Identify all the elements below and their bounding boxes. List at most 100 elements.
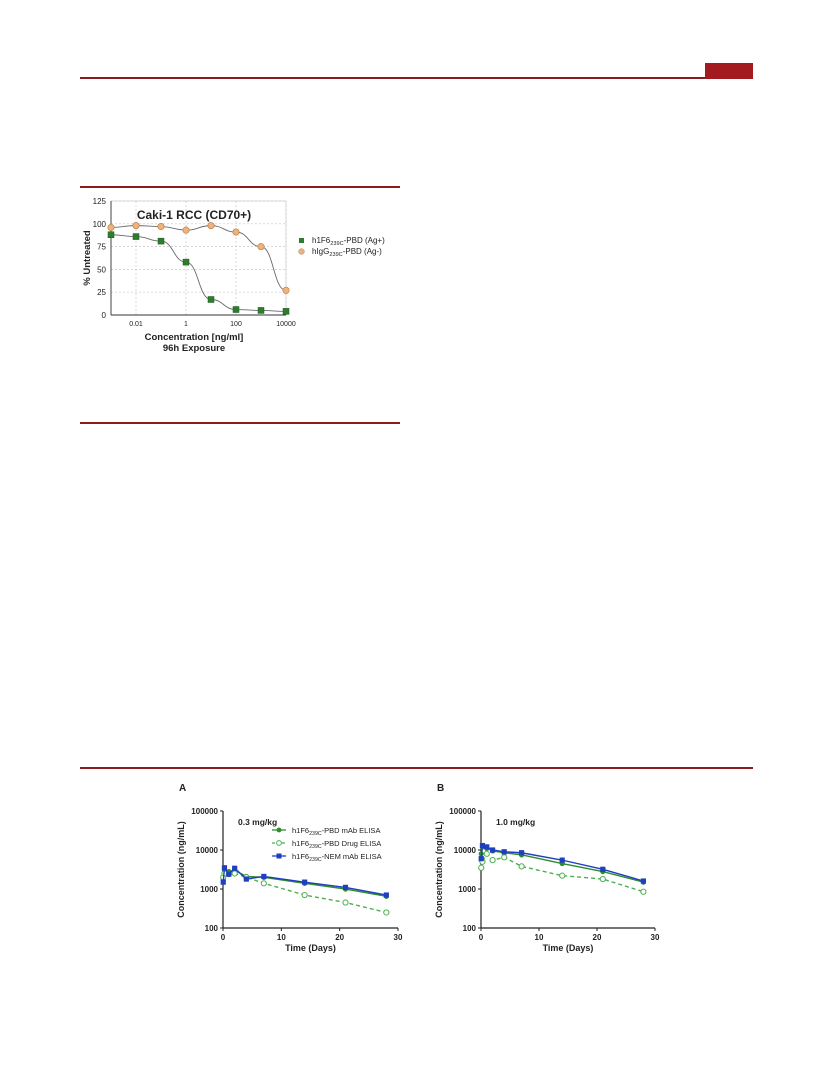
y-axis-label: % Untreated: [82, 230, 93, 286]
pk-panel-b: B 100 1000 10000 100000 0 10 20 30 Time (Days) Con…: [434, 783, 660, 953]
data-point-open-circle: [518, 863, 525, 870]
data-point-square: [302, 879, 308, 885]
data-point-open-circle: [501, 854, 508, 861]
dose-response-grid: [110, 200, 287, 316]
data-point-square: [157, 237, 165, 245]
data-point-circle: [107, 223, 115, 231]
chart-title: Caki-1 RCC (CD70+): [137, 208, 251, 222]
y-tick-label: 75: [97, 243, 106, 252]
y-tick-label: 50: [97, 265, 106, 274]
x-tick-label: 20: [593, 933, 602, 942]
data-point-open-circle: [342, 899, 349, 906]
y-tick-label: 100: [463, 924, 477, 933]
data-point-open-circle: [478, 864, 485, 871]
legend-marker-square: [299, 238, 304, 243]
data-point-open-circle: [260, 880, 267, 887]
figure1-top-rule: [80, 186, 400, 188]
x-tick-label: 30: [651, 933, 660, 942]
header-tab: [705, 63, 753, 79]
x-tick-label: 0: [221, 933, 226, 942]
x-axis-label-2: 96h Exposure: [163, 343, 225, 354]
legend-label: h1F6239C-PBD mAb ELISA: [292, 826, 380, 837]
data-point-open-circle: [383, 909, 390, 916]
x-tick-label: 0.01: [129, 321, 143, 328]
data-point-circle: [182, 226, 190, 234]
pk-panel-a: A 100 1000 10000 100000 0 10 20 30 Time (Days) Con…: [176, 783, 403, 953]
x-tick-label: 10000: [276, 321, 296, 328]
data-point-square: [478, 856, 484, 862]
x-axis-label: Time (Days): [543, 943, 594, 953]
data-point-open-circle: [483, 850, 490, 857]
data-point-square: [600, 866, 606, 872]
y-tick-label: 1000: [458, 885, 476, 894]
data-point-open-circle: [489, 857, 496, 864]
data-point-square: [182, 258, 190, 266]
data-point-square: [479, 842, 486, 849]
data-point-square: [107, 231, 115, 238]
plot-area: [110, 200, 287, 316]
data-point-square: [559, 857, 565, 863]
data-point-square: [257, 307, 265, 314]
figure2-top-rule: [80, 767, 753, 769]
y-tick-label: 100000: [191, 807, 218, 816]
y-axis-label: Concentration (ng/mL): [176, 821, 186, 918]
x-tick-label: 10: [535, 933, 544, 942]
data-point-square: [132, 233, 140, 240]
data-point-circle: [282, 286, 290, 294]
y-tick-label: 0: [102, 311, 107, 320]
data-point-square: [282, 308, 290, 315]
y-tick-label: 100000: [449, 807, 476, 816]
y-tick-label: 10000: [196, 846, 219, 855]
y-tick-label: 100: [93, 220, 107, 229]
data-point-circle: [232, 228, 240, 236]
dose-annotation: 0.3 mg/kg: [238, 817, 277, 827]
header-rule: [80, 77, 753, 79]
data-point-circle: [157, 223, 165, 231]
data-point-open-circle: [559, 872, 566, 879]
y-tick-label: 1000: [200, 885, 218, 894]
y-tick-label: 25: [97, 288, 106, 297]
data-point-square: [221, 865, 228, 871]
y-tick-label: 100: [205, 924, 219, 933]
data-point-square: [261, 873, 267, 880]
figure1-bottom-rule: [80, 422, 400, 424]
legend-marker-square: [276, 853, 282, 859]
data-point-circle: [207, 222, 215, 230]
x-axis-label: Concentration [ng/ml]: [145, 332, 244, 343]
legend-label: h1F6239C-PBD (Ag+): [312, 236, 385, 247]
data-point-square: [490, 847, 496, 853]
data-point-square: [519, 850, 525, 856]
legend-marker-circle: [298, 248, 305, 255]
dose-response-legend: h1F6239C-PBD (Ag+)hIgG239C-PBD (Ag-): [298, 236, 385, 258]
data-point-open-circle: [231, 870, 238, 877]
y-axis-label: Concentration (ng/mL): [434, 821, 444, 918]
legend-label: hIgG239C-PBD (Ag-): [312, 247, 382, 258]
y-tick-label: 10000: [454, 846, 477, 855]
legend-label: h1F6239C-NEM mAb ELISA: [292, 852, 382, 863]
panel-label: A: [179, 783, 186, 794]
data-point-circle: [257, 243, 265, 251]
data-point-open-circle: [301, 891, 308, 899]
legend-marker-open-circle: [276, 840, 282, 846]
data-point-square: [640, 878, 646, 884]
data-point-square: [243, 876, 249, 882]
x-tick-label: 100: [230, 321, 242, 328]
data-point-open-circle: [640, 888, 647, 895]
data-point-square: [207, 296, 215, 303]
dose-annotation: 1.0 mg/kg: [496, 817, 535, 827]
data-point-square: [232, 306, 240, 313]
data-point-open-circle: [599, 875, 606, 883]
x-axis-label: Time (Days): [285, 943, 336, 953]
x-tick-label: 20: [335, 933, 344, 942]
data-point-square: [501, 849, 507, 855]
x-tick-label: 30: [394, 933, 403, 942]
data-point-square: [484, 844, 490, 850]
legend-marker-circle: [276, 827, 282, 833]
data-point-circle: [132, 222, 140, 230]
x-tick-label: 0: [479, 933, 484, 942]
series-line-2: [222, 872, 387, 914]
y-tick-label: 125: [93, 197, 107, 206]
x-tick-label: 1: [184, 321, 188, 328]
